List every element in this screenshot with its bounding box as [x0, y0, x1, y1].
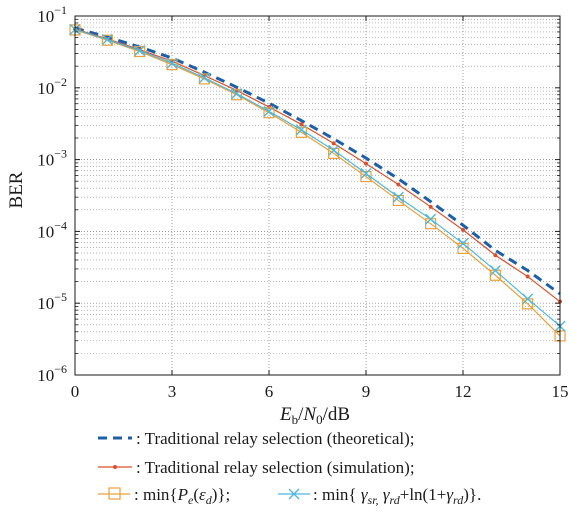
x-tick-label: 15	[552, 382, 569, 401]
legend-item-min-pe: : min{Pe(εd)};	[98, 485, 230, 507]
series-line-simulation	[74, 28, 561, 303]
data-point-min_gamma	[166, 57, 178, 69]
data-point-simulation	[493, 253, 498, 258]
y-tick-label: 10−6	[37, 362, 67, 385]
data-point-simulation	[299, 122, 304, 127]
y-tick-label: 10−2	[37, 75, 67, 98]
y-axis-title: BER	[6, 171, 27, 208]
y-tick-label: 10−4	[37, 218, 67, 241]
data-point-min_gamma	[360, 168, 372, 180]
data-point-min_pe	[166, 59, 178, 71]
legend-item-simulation: : Traditional relay selection (simulatio…	[98, 458, 415, 477]
y-tick-label: 10−3	[37, 147, 67, 170]
axes-layer: 0 3 6 9 12 15 10−6 10−5 10−4 10−3 10−2 10−1	[37, 3, 568, 401]
legend-item-min-gamma: : min{ γsr, γrd+ln(1+γrd)}.	[278, 485, 481, 507]
data-point-simulation	[364, 161, 368, 166]
series-line-min_gamma	[74, 28, 561, 327]
x-tick-label: 12	[455, 382, 472, 401]
series-layer	[69, 23, 566, 342]
x-tick-label: 9	[362, 382, 371, 401]
plot-frame	[74, 15, 561, 376]
x-tick-label: 6	[265, 382, 274, 401]
data-point-min_gamma	[425, 213, 437, 225]
data-point-simulation	[525, 274, 530, 279]
legend-marker-simulation	[113, 465, 117, 469]
legend-item-theoretical: : Traditional relay selection (theoretic…	[98, 429, 415, 448]
series-line-min_pe	[74, 29, 561, 337]
data-point-min_gamma	[295, 124, 307, 136]
legend: : Traditional relay selection (theoretic…	[98, 429, 481, 507]
data-point-simulation	[461, 227, 465, 232]
y-tick-label: 10−1	[37, 3, 67, 26]
data-point-min_gamma	[198, 72, 210, 84]
data-point-min_gamma	[489, 265, 501, 277]
grid-layer	[74, 15, 561, 376]
y-tick-label: 10−5	[37, 290, 67, 313]
x-tick-label: 0	[71, 382, 80, 401]
x-tick-label: 3	[168, 382, 177, 401]
data-point-simulation	[396, 182, 401, 187]
data-point-min_pe	[263, 107, 275, 119]
data-point-min_gamma	[134, 45, 146, 57]
data-point-simulation	[267, 105, 271, 110]
data-point-min_gamma	[231, 88, 243, 100]
data-point-min_gamma	[457, 237, 469, 249]
legend-label-simulation: : Traditional relay selection (simulatio…	[136, 458, 415, 477]
legend-marker-min-pe	[108, 487, 121, 500]
x-axis-title: Eb/N0/dB	[279, 404, 350, 427]
series-line-theoretical	[74, 26, 561, 296]
data-point-min_pe	[134, 45, 146, 58]
data-point-min_gamma	[328, 144, 340, 156]
legend-label-min-gamma: : min{ γsr, γrd+ln(1+γrd)}.	[313, 485, 481, 507]
data-point-simulation	[331, 141, 336, 146]
data-point-min_gamma	[101, 34, 113, 46]
data-point-min_gamma	[263, 105, 275, 117]
data-point-min_pe	[198, 73, 210, 85]
data-point-min_gamma	[522, 293, 534, 305]
data-point-simulation	[428, 204, 433, 209]
legend-marker-min-gamma	[288, 488, 300, 500]
data-point-min_pe	[101, 34, 113, 46]
data-point-min_pe	[231, 89, 243, 101]
legend-label-theoretical: : Traditional relay selection (theoretic…	[136, 429, 415, 448]
legend-label-min-pe: : min{Pe(εd)};	[134, 485, 230, 507]
data-point-min_gamma	[392, 191, 404, 203]
